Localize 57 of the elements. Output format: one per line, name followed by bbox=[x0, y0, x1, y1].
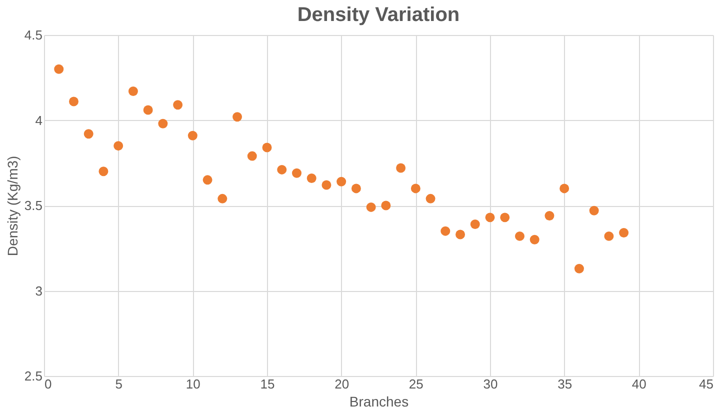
point bbox=[128, 86, 138, 96]
point bbox=[54, 64, 64, 74]
y-tick-label: 3 bbox=[35, 283, 42, 298]
y-axis-title: Density (Kg/m3) bbox=[4, 156, 20, 256]
x-tick-label: 35 bbox=[558, 376, 572, 392]
point bbox=[336, 176, 346, 186]
x-tick-label: 40 bbox=[632, 376, 646, 392]
x-tick-label: 25 bbox=[408, 376, 424, 392]
chart-title: Density Variation bbox=[297, 4, 460, 26]
point bbox=[173, 100, 183, 110]
point bbox=[485, 212, 495, 222]
x-tick-label: 30 bbox=[483, 376, 498, 392]
point bbox=[98, 166, 108, 176]
point bbox=[322, 180, 332, 190]
point bbox=[84, 129, 94, 139]
point bbox=[560, 184, 570, 194]
x-tick-label: 15 bbox=[260, 376, 275, 392]
point bbox=[262, 142, 272, 152]
y-tick-label: 4.5 bbox=[24, 28, 42, 42]
point bbox=[470, 220, 480, 229]
point bbox=[202, 175, 212, 185]
y-tick-label: 3.5 bbox=[24, 198, 42, 213]
point bbox=[530, 234, 540, 244]
point bbox=[500, 212, 510, 222]
point bbox=[396, 163, 406, 173]
x-tick-label: 20 bbox=[334, 376, 350, 392]
point bbox=[440, 226, 450, 236]
point bbox=[143, 105, 153, 115]
x-tick-label: 5 bbox=[115, 376, 122, 392]
x-tick-label: 45 bbox=[699, 376, 714, 392]
point bbox=[114, 141, 124, 151]
point bbox=[218, 194, 228, 204]
point bbox=[366, 202, 376, 212]
point bbox=[277, 164, 287, 174]
point bbox=[619, 228, 629, 238]
x-tick-label: 0 bbox=[44, 376, 52, 392]
point bbox=[306, 173, 316, 183]
point bbox=[188, 130, 198, 140]
point bbox=[292, 168, 302, 178]
point bbox=[68, 96, 78, 106]
point bbox=[456, 230, 466, 240]
y-tick-label: 4 bbox=[35, 112, 42, 128]
point bbox=[589, 206, 599, 216]
point bbox=[158, 118, 168, 128]
point bbox=[604, 231, 614, 241]
x-tick-label: 10 bbox=[186, 376, 200, 392]
x-axis-title: Branches bbox=[349, 394, 409, 410]
point bbox=[381, 200, 391, 210]
point bbox=[232, 112, 242, 122]
point bbox=[351, 184, 361, 194]
point bbox=[574, 264, 584, 274]
point bbox=[247, 151, 257, 161]
point bbox=[410, 184, 420, 194]
point bbox=[426, 194, 436, 204]
point bbox=[514, 231, 524, 241]
y-tick-label: 2.5 bbox=[24, 368, 42, 384]
point bbox=[544, 210, 554, 220]
